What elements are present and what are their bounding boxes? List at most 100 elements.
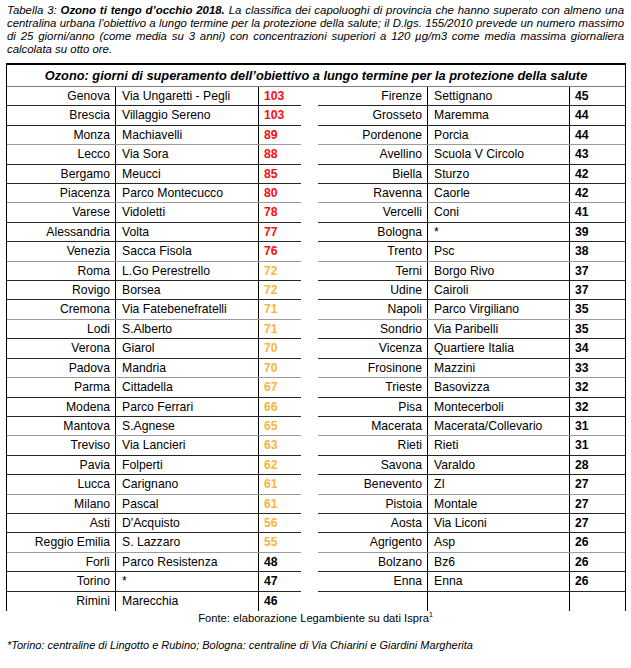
table-row: NapoliParco Virgiliano35 [318, 300, 625, 319]
station-cell: S.Alberto [116, 320, 259, 338]
source-line: Fonte: elaborazione Legambiente su dati … [0, 612, 631, 625]
value-cell: 35 [570, 320, 625, 338]
table-row: VercelliConi41 [318, 203, 625, 222]
value-cell: 80 [259, 184, 301, 202]
city-cell: Udine [318, 281, 428, 299]
station-cell: Folperti [116, 456, 259, 474]
city-cell: Padova [7, 359, 116, 377]
value-cell: 72 [259, 281, 301, 299]
station-cell: Mandria [116, 359, 259, 377]
station-cell: Montecerboli [428, 398, 570, 416]
city-cell: Pistoia [318, 495, 428, 513]
table-row: UdineCairoli37 [318, 281, 625, 300]
value-cell: 28 [570, 456, 625, 474]
table-body: GenovaVia Ungaretti - Pegli103BresciaVil… [7, 87, 625, 611]
table-row: TriesteBasovizza32 [318, 378, 625, 397]
table-row: LeccoVia Sora88 [7, 145, 301, 164]
table-row: BergamoMeucci85 [7, 165, 301, 184]
value-cell: 32 [570, 378, 625, 396]
value-cell: 62 [259, 456, 301, 474]
table-row: Bologna*39 [318, 223, 625, 242]
station-cell: Rieti [428, 436, 570, 454]
station-cell: Macerata/Collevario [428, 417, 570, 435]
city-cell: Verona [7, 339, 116, 357]
table-row: AostaVia Liconi27 [318, 514, 625, 533]
city-cell: Genova [7, 87, 116, 105]
value-cell: 39 [570, 223, 625, 241]
city-cell: Napoli [318, 300, 428, 318]
table-row: BresciaVillaggio Sereno103 [7, 106, 301, 125]
station-cell: Porcia [428, 126, 570, 144]
station-cell: Bz6 [428, 553, 570, 571]
city-cell: Lodi [7, 320, 116, 338]
station-cell: Sacca Fisola [116, 242, 259, 260]
value-cell: 26 [570, 533, 625, 551]
table-row: PistoiaMontale27 [318, 495, 625, 514]
value-cell: 103 [259, 106, 301, 124]
value-cell: 55 [259, 533, 301, 551]
table-row: BeneventoZI27 [318, 475, 625, 494]
source-text: Fonte: elaborazione Legambiente su dati … [198, 612, 429, 624]
city-cell: Biella [318, 165, 428, 183]
station-cell: * [116, 572, 259, 590]
city-cell: Pordenone [318, 126, 428, 144]
station-cell: Parco Resistenza [116, 553, 259, 571]
table-row: SavonaVaraldo28 [318, 456, 625, 475]
table-row: LodiS.Alberto71 [7, 320, 301, 339]
value-cell: 44 [570, 126, 625, 144]
value-cell: 85 [259, 165, 301, 183]
caption-report-title: Ozono ti tengo d’occhio 2018. [61, 4, 225, 16]
city-cell: Varese [7, 203, 116, 221]
value-cell: 32 [570, 398, 625, 416]
table-row: RietiRieti31 [318, 436, 625, 455]
station-cell: Via Sora [116, 145, 259, 163]
city-cell: Trento [318, 242, 428, 260]
table-row: CremonaVia Fatebenefratelli71 [7, 300, 301, 319]
table-row: PadovaMandria70 [7, 359, 301, 378]
city-cell: Pavia [7, 456, 116, 474]
value-cell: 43 [570, 145, 625, 163]
table-row: ModenaParco Ferrari66 [7, 398, 301, 417]
table-row: PiacenzaParco Montecucco80 [7, 184, 301, 203]
value-cell: 56 [259, 514, 301, 532]
city-cell: Forlì [7, 553, 116, 571]
station-cell: Carignano [116, 475, 259, 493]
value-cell: 26 [570, 572, 625, 590]
value-cell: 41 [570, 203, 625, 221]
table-row: TrentoPsc38 [318, 242, 625, 261]
city-cell: Aosta [318, 514, 428, 532]
city-cell: Cremona [7, 300, 116, 318]
station-cell: Machiavelli [116, 126, 259, 144]
value-cell: 46 [259, 592, 301, 611]
value-cell: 38 [570, 242, 625, 260]
city-cell: Frosinone [318, 359, 428, 377]
value-cell: 71 [259, 320, 301, 338]
value-cell: 42 [570, 184, 625, 202]
value-cell: 65 [259, 417, 301, 435]
station-cell: Cittadella [116, 378, 259, 396]
table-row: BolzanoBz626 [318, 553, 625, 572]
station-cell: Settignano [428, 87, 570, 105]
value-cell: 66 [259, 398, 301, 416]
value-cell: 67 [259, 378, 301, 396]
table-row: FrosinoneMazzini33 [318, 359, 625, 378]
table-caption: Tabella 3: Ozono ti tengo d’occhio 2018.… [7, 4, 624, 56]
station-cell: Asp [428, 533, 570, 551]
city-cell: Parma [7, 378, 116, 396]
value-cell: 71 [259, 300, 301, 318]
table-row: MacerataMacerata/Collevario31 [318, 417, 625, 436]
station-cell: Via Fatebenefratelli [116, 300, 259, 318]
city-cell: Rieti [318, 436, 428, 454]
city-cell: Piacenza [7, 184, 116, 202]
value-cell: 77 [259, 223, 301, 241]
value-cell: 42 [570, 165, 625, 183]
station-cell: Volta [116, 223, 259, 241]
city-cell: Avellino [318, 145, 428, 163]
station-cell: Cairoli [428, 281, 570, 299]
table-row: GrossetoMaremma44 [318, 106, 625, 125]
document-page: Tabella 3: Ozono ti tengo d’occhio 2018.… [0, 4, 631, 668]
city-cell: Terni [318, 262, 428, 280]
city-cell: Benevento [318, 475, 428, 493]
station-cell: Via Ungaretti - Pegli [116, 87, 259, 105]
value-cell: 27 [570, 495, 625, 513]
